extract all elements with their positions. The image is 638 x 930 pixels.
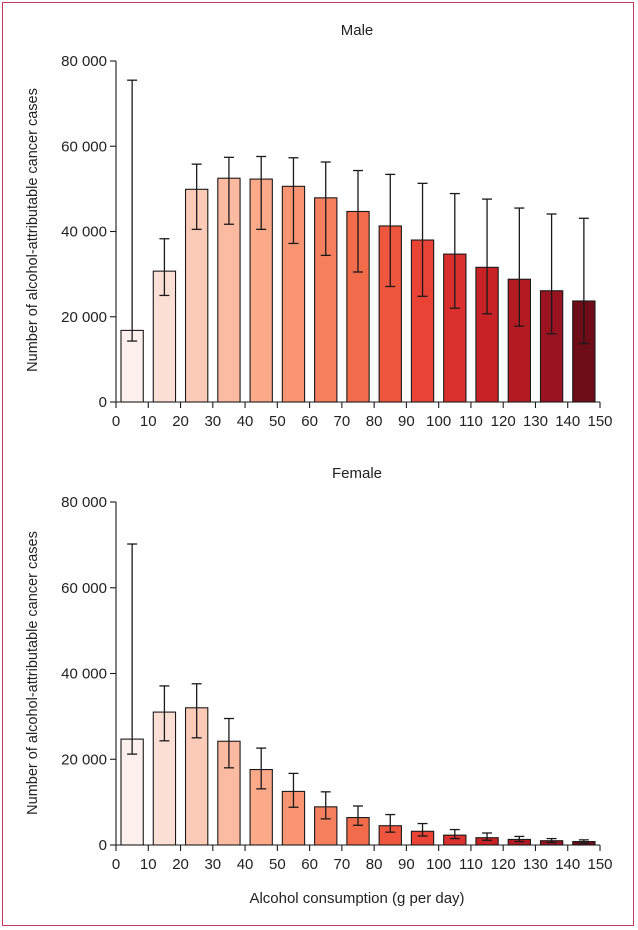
error-bar-female-14 bbox=[578, 839, 589, 844]
error-bar-male-0 bbox=[127, 79, 138, 342]
error-bar-male-12 bbox=[514, 207, 525, 327]
y-tick-label-female-4: 80 000 bbox=[61, 494, 107, 511]
error-bar-female-6 bbox=[320, 791, 331, 820]
x-tick-label-male-5: 50 bbox=[269, 413, 286, 430]
x-tick-label-female-0: 0 bbox=[112, 856, 120, 873]
error-bar-male-5 bbox=[288, 157, 299, 245]
y-tick-label-male-2: 40 000 bbox=[61, 224, 107, 241]
y-tick-label-male-4: 80 000 bbox=[61, 53, 107, 70]
error-bar-female-4 bbox=[256, 747, 267, 790]
y-tick-label-male-3: 60 000 bbox=[61, 138, 107, 155]
error-bar-female-10 bbox=[449, 828, 460, 840]
x-tick-label-female-4: 40 bbox=[237, 856, 254, 873]
error-bar-female-11 bbox=[482, 832, 493, 841]
error-bar-male-9 bbox=[417, 182, 428, 297]
error-bar-female-8 bbox=[385, 813, 396, 833]
y-tick-label-female-2: 40 000 bbox=[61, 666, 107, 683]
error-bar-male-7 bbox=[353, 169, 363, 273]
error-bar-female-3 bbox=[223, 717, 234, 769]
x-tick-label-female-15: 150 bbox=[587, 856, 612, 873]
x-tick-label-male-8: 80 bbox=[366, 413, 383, 430]
x-tick-label-male-0: 0 bbox=[112, 413, 120, 430]
x-tick-label-male-14: 140 bbox=[555, 413, 580, 430]
y-tick-label-female-1: 20 000 bbox=[61, 751, 107, 768]
error-bar-female-12 bbox=[514, 835, 525, 843]
y-tick-label-male-1: 20 000 bbox=[61, 309, 107, 326]
error-bar-female-0 bbox=[127, 543, 138, 755]
error-bar-male-6 bbox=[320, 161, 331, 257]
error-bar-female-7 bbox=[353, 805, 363, 826]
x-tick-label-male-12: 120 bbox=[491, 413, 516, 430]
error-bar-female-2 bbox=[191, 683, 202, 739]
error-bar-male-11 bbox=[482, 198, 493, 315]
error-bar-female-13 bbox=[546, 837, 557, 844]
x-tick-label-female-7: 70 bbox=[334, 856, 351, 873]
x-tick-label-male-1: 10 bbox=[140, 413, 157, 430]
x-tick-label-male-11: 110 bbox=[459, 413, 483, 430]
x-tick-label-male-2: 20 bbox=[172, 413, 189, 430]
error-bar-male-8 bbox=[385, 173, 396, 288]
x-tick-label-male-6: 60 bbox=[301, 413, 318, 430]
error-bar-male-10 bbox=[449, 192, 460, 309]
x-tick-label-female-5: 50 bbox=[269, 856, 286, 873]
x-tick-label-female-11: 110 bbox=[459, 856, 483, 873]
error-bar-male-13 bbox=[546, 213, 557, 335]
error-bar-male-14 bbox=[578, 217, 589, 345]
chart-title-female: Female bbox=[332, 465, 382, 482]
x-tick-label-male-10: 100 bbox=[426, 413, 451, 430]
x-tick-label-female-10: 100 bbox=[426, 856, 451, 873]
x-tick-label-female-13: 130 bbox=[523, 856, 548, 873]
error-bar-female-9 bbox=[417, 822, 428, 837]
x-tick-label-female-14: 140 bbox=[555, 856, 580, 873]
y-axis-label-female: Number of alcohol-attributable cancer ca… bbox=[25, 531, 41, 815]
x-tick-label-female-6: 60 bbox=[301, 856, 318, 873]
bar-female-0 bbox=[120, 738, 144, 846]
x-tick-label-female-3: 30 bbox=[204, 856, 221, 873]
error-bar-male-4 bbox=[256, 155, 267, 231]
error-bar-male-1 bbox=[159, 238, 170, 297]
y-tick-label-female-3: 60 000 bbox=[61, 580, 107, 597]
x-tick-label-male-13: 130 bbox=[523, 413, 548, 430]
chart-female: Female Number of alcohol-attributable ca… bbox=[25, 465, 613, 873]
error-bar-female-5 bbox=[288, 772, 299, 808]
y-tick-label-female-0: 0 bbox=[99, 837, 107, 854]
x-tick-label-female-9: 90 bbox=[398, 856, 415, 873]
x-tick-label-female-2: 20 bbox=[172, 856, 189, 873]
chart-title-male: Male bbox=[341, 22, 374, 39]
error-bar-male-3 bbox=[223, 156, 234, 225]
x-tick-label-male-9: 90 bbox=[398, 413, 415, 430]
x-tick-label-male-4: 40 bbox=[237, 413, 254, 430]
error-bar-male-2 bbox=[191, 163, 202, 231]
y-tick-label-male-0: 0 bbox=[99, 394, 107, 411]
chart-male: Male Number of alcohol-attributable canc… bbox=[25, 22, 613, 430]
error-bar-female-1 bbox=[159, 685, 170, 742]
x-axis-label: Alcohol consumption (g per day) bbox=[249, 890, 464, 907]
x-tick-label-female-8: 80 bbox=[366, 856, 383, 873]
x-tick-label-female-12: 120 bbox=[491, 856, 516, 873]
x-tick-label-female-1: 10 bbox=[140, 856, 157, 873]
x-tick-label-male-15: 150 bbox=[587, 413, 612, 430]
x-tick-label-male-7: 70 bbox=[334, 413, 351, 430]
x-tick-label-male-3: 30 bbox=[204, 413, 221, 430]
y-axis-label-male: Number of alcohol-attributable cancer ca… bbox=[25, 88, 41, 372]
